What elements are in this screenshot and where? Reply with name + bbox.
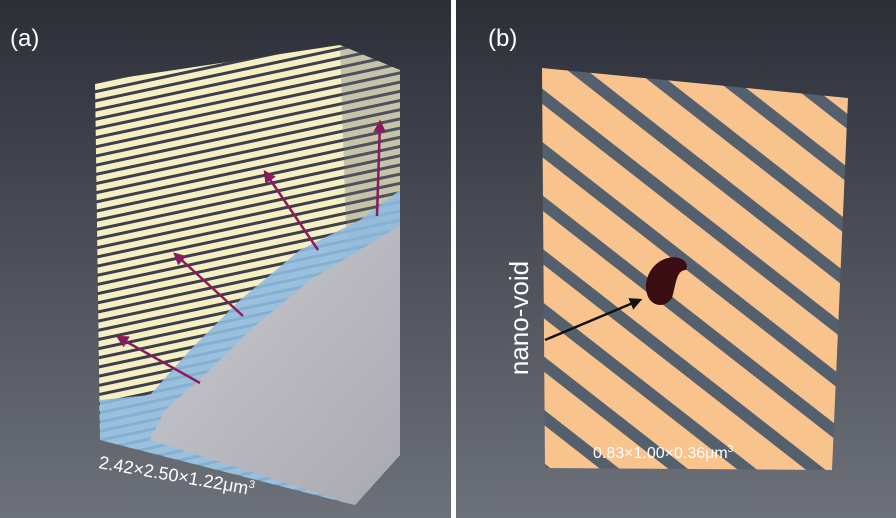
page: (a) 2.42×2.50×1.22μm3 nano-void (b) 0.83… bbox=[0, 0, 896, 518]
panel-a: (a) 2.42×2.50×1.22μm3 bbox=[0, 0, 451, 518]
dimension-label: 0.83×1.00×0.36μm3 bbox=[593, 444, 734, 462]
rendered-volume bbox=[542, 68, 848, 470]
panel-label: (a) bbox=[10, 25, 39, 52]
figure: (a) 2.42×2.50×1.22μm3 nano-void (b) 0.83… bbox=[0, 0, 896, 518]
superscript: 3 bbox=[728, 444, 734, 455]
dimension-text: 0.83×1.00×0.36μm bbox=[593, 445, 728, 462]
panel-b: nano-void (b) 0.83×1.00×0.36μm3 bbox=[456, 0, 896, 518]
annotation: nano-void bbox=[504, 261, 534, 375]
panel-label: (b) bbox=[488, 25, 517, 52]
